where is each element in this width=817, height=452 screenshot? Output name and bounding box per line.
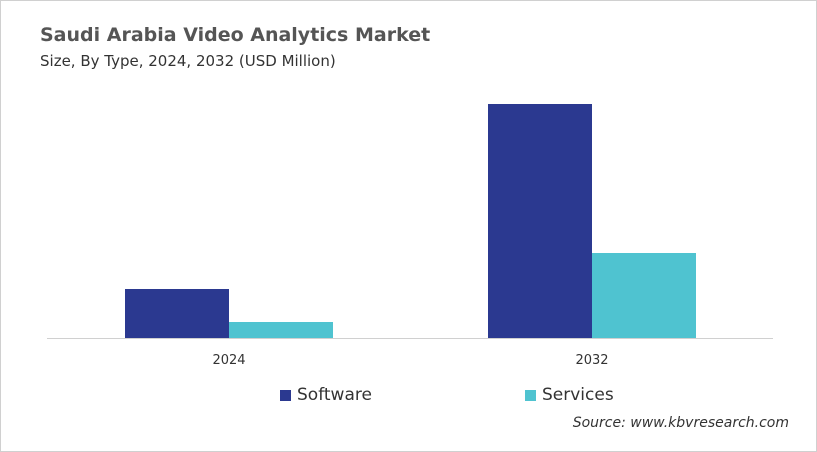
bar-services-2024 <box>229 322 333 338</box>
bar-software-2032 <box>488 104 592 338</box>
chart-title: Saudi Arabia Video Analytics Market <box>40 24 431 46</box>
legend-label-services: Services <box>542 385 614 405</box>
legend-label-software: Software <box>297 385 372 405</box>
source-note: Source: www.kbvresearch.com <box>572 415 789 431</box>
x-tick-label-2032: 2032 <box>575 353 608 368</box>
chart-subtitle: Size, By Type, 2024, 2032 (USD Million) <box>40 52 336 70</box>
legend-item-software: Software <box>280 385 372 405</box>
bar-services-2032 <box>592 253 696 338</box>
bar-software-2024 <box>125 289 229 338</box>
legend-swatch-software <box>280 389 291 401</box>
x-tick-label-2024: 2024 <box>212 353 245 368</box>
legend-swatch-services <box>525 389 536 401</box>
legend-item-services: Services <box>525 385 614 405</box>
